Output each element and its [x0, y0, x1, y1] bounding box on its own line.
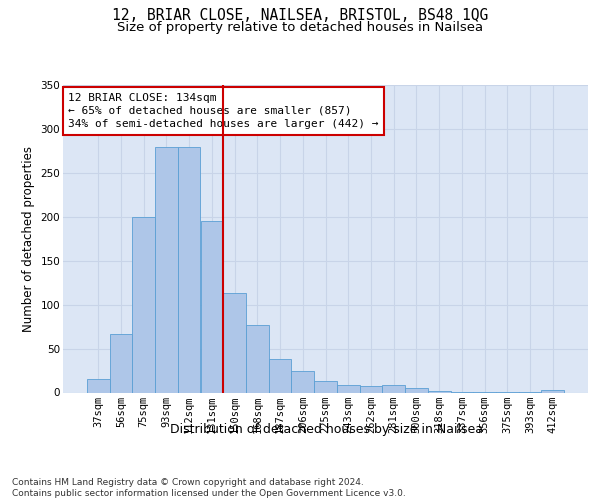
Bar: [314, 381, 337, 392]
Bar: [428, 390, 451, 392]
Bar: [382, 386, 405, 392]
Bar: [223, 293, 246, 392]
Bar: [87, 380, 110, 392]
Text: 12 BRIAR CLOSE: 134sqm
← 65% of detached houses are smaller (857)
34% of semi-de: 12 BRIAR CLOSE: 134sqm ← 65% of detached…: [68, 92, 379, 129]
Bar: [133, 217, 155, 392]
Bar: [110, 334, 133, 392]
Bar: [269, 359, 292, 392]
Text: 12, BRIAR CLOSE, NAILSEA, BRISTOL, BS48 1QG: 12, BRIAR CLOSE, NAILSEA, BRISTOL, BS48 …: [112, 8, 488, 22]
Bar: [178, 146, 200, 392]
Text: Size of property relative to detached houses in Nailsea: Size of property relative to detached ho…: [117, 22, 483, 35]
Bar: [246, 325, 269, 392]
Text: Contains HM Land Registry data © Crown copyright and database right 2024.
Contai: Contains HM Land Registry data © Crown c…: [12, 478, 406, 498]
Bar: [155, 146, 178, 392]
Bar: [200, 221, 223, 392]
Bar: [359, 386, 382, 392]
Y-axis label: Number of detached properties: Number of detached properties: [22, 146, 35, 332]
Bar: [541, 390, 564, 392]
Bar: [337, 384, 359, 392]
Text: Distribution of detached houses by size in Nailsea: Distribution of detached houses by size …: [170, 422, 484, 436]
Bar: [292, 370, 314, 392]
Bar: [405, 388, 428, 392]
